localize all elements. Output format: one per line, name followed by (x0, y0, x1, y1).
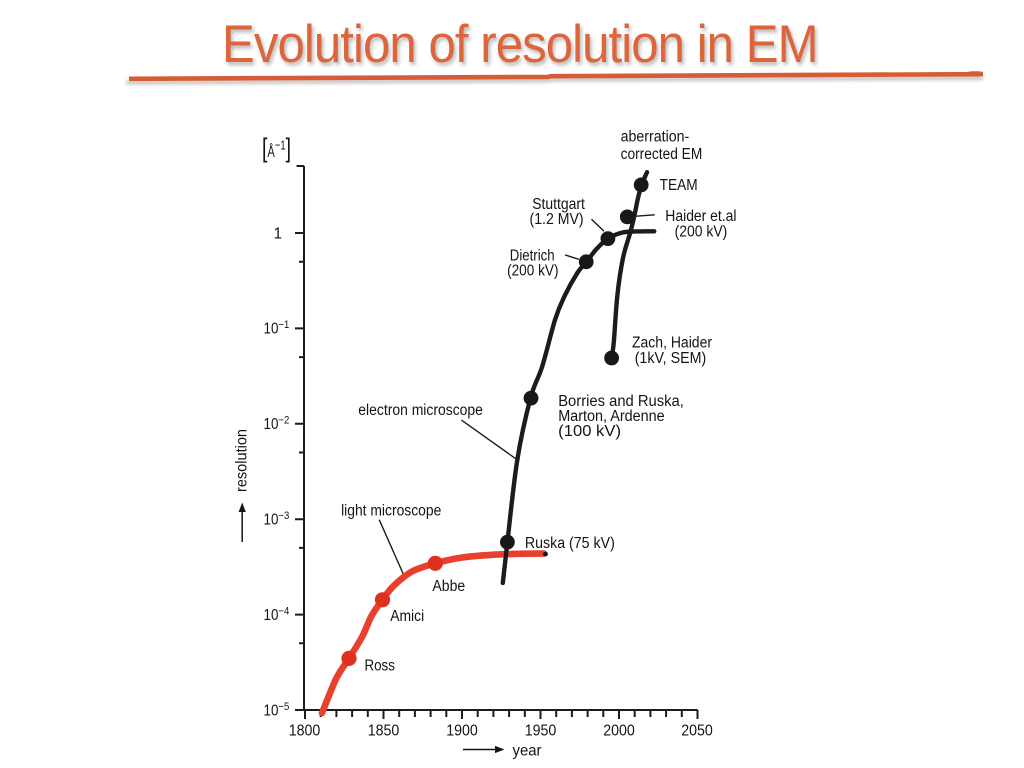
svg-text:Ross: Ross (365, 658, 396, 675)
svg-text:1850: 1850 (368, 723, 400, 740)
svg-text:Dietrich: Dietrich (510, 248, 555, 265)
svg-text:aberration-: aberration- (621, 129, 690, 146)
svg-text:1950: 1950 (525, 723, 557, 740)
svg-text:Ruska (75 kV): Ruska (75 kV) (525, 535, 615, 552)
svg-text:electron microscope: electron microscope (358, 402, 483, 419)
svg-text:(200 kV): (200 kV) (507, 262, 558, 279)
svg-text:Zach, Haider: Zach, Haider (632, 334, 712, 351)
svg-text:1900: 1900 (446, 723, 478, 740)
svg-text:Abbe: Abbe (432, 578, 465, 595)
svg-text:Marton, Ardenne: Marton, Ardenne (558, 408, 665, 425)
svg-text:TEAM: TEAM (660, 177, 698, 194)
svg-text:resolution: resolution (233, 429, 250, 492)
svg-text:Haider et.al: Haider et.al (665, 208, 736, 225)
svg-text:10−5: 10−5 (264, 701, 290, 720)
svg-text:corrected EM: corrected EM (621, 146, 703, 163)
svg-text:2050: 2050 (681, 723, 713, 740)
svg-text:(1.2 MV): (1.2 MV) (530, 211, 584, 228)
svg-text:Amici: Amici (390, 608, 424, 625)
svg-text:1: 1 (274, 225, 283, 242)
svg-text:10−4: 10−4 (264, 605, 290, 624)
svg-text:1800: 1800 (289, 723, 321, 740)
svg-text:year: year (513, 742, 542, 759)
svg-text:(1kV, SEM): (1kV, SEM) (635, 350, 707, 367)
svg-text:(200 kV): (200 kV) (675, 224, 728, 241)
svg-text:10−1: 10−1 (264, 319, 290, 338)
svg-text:10−2: 10−2 (264, 415, 290, 434)
svg-text:10−3: 10−3 (264, 510, 290, 529)
svg-text:light microscope: light microscope (341, 503, 441, 520)
svg-text:2000: 2000 (603, 723, 635, 740)
svg-text:(100 kV): (100 kV) (558, 423, 621, 440)
svg-text:[Å−1]: [Å−1] (262, 133, 291, 163)
svg-text:Borries and Ruska,: Borries and Ruska, (558, 393, 684, 410)
svg-text:Stuttgart: Stuttgart (532, 196, 585, 213)
